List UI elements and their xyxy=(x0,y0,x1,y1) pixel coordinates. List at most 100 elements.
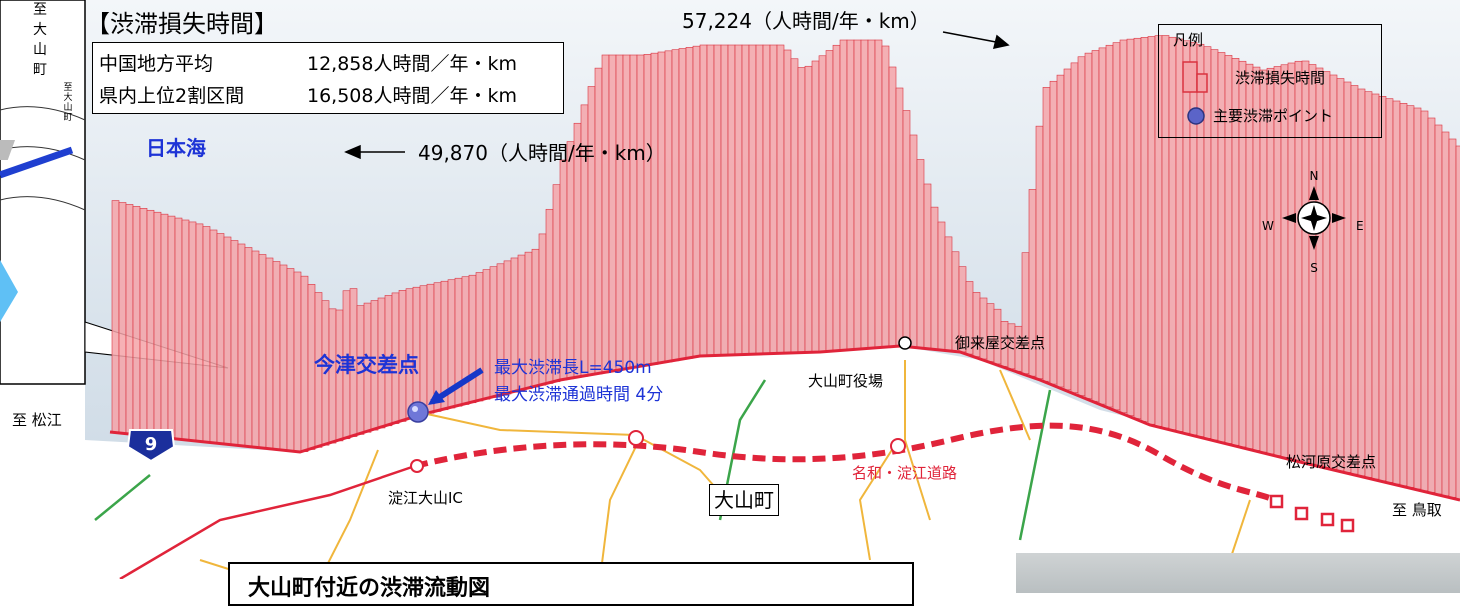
imazu-congestion-point xyxy=(407,401,429,423)
congestion-bar xyxy=(776,44,785,354)
red-secondary-road xyxy=(119,464,416,579)
matsukawara-label: 松河原交差点 xyxy=(1286,453,1376,471)
inset-vertical-label: 至大山町 xyxy=(33,2,47,78)
compass-e: E xyxy=(1356,219,1364,233)
congestion-bar xyxy=(279,264,288,451)
congestion-bar xyxy=(650,52,659,365)
to-matsue-label: 至 松江 xyxy=(12,411,62,429)
congestion-bar xyxy=(1343,81,1352,473)
stats-label: 県内上位2割区間 xyxy=(99,85,245,107)
congestion-bar xyxy=(874,39,883,349)
legend-item-label: 渋滞損失時間 xyxy=(1235,69,1326,87)
inset-hatched-area xyxy=(0,140,16,160)
route-9-badge xyxy=(126,429,176,463)
congestion-loss-bars xyxy=(111,35,1460,500)
congestion-bar xyxy=(1399,103,1408,487)
compass xyxy=(1282,186,1346,250)
congestion-bar xyxy=(783,49,792,354)
inset-map xyxy=(0,0,86,385)
congestion-bar xyxy=(727,44,736,356)
congestion-bar xyxy=(699,44,708,357)
congestion-bar xyxy=(839,39,848,351)
congestion-bar xyxy=(167,215,176,439)
congestion-bar xyxy=(1385,98,1394,483)
stats-row: 県内上位2割区間 16,508人時間／年・km xyxy=(99,81,517,108)
interchange-markers xyxy=(410,430,906,473)
congestion-bar xyxy=(832,44,841,352)
congestion-time: 最大渋滞通過時間 4分 xyxy=(494,385,663,405)
congestion-bar xyxy=(237,243,246,446)
legend-item: 主要渋滞ポイント xyxy=(1213,105,1333,126)
congestion-bar xyxy=(286,268,295,451)
imazu-label: 今津交差点 xyxy=(314,353,419,377)
congestion-bar xyxy=(258,254,267,448)
congestion-bar xyxy=(713,44,722,356)
congestion-bar xyxy=(1091,50,1100,402)
congestion-bar xyxy=(664,50,673,363)
congestion-bar xyxy=(706,44,715,357)
legend-bar-icon xyxy=(1182,61,1208,93)
congestion-bar xyxy=(1119,39,1128,414)
congestion-bar xyxy=(181,219,190,440)
to-tottori-label: 至 鳥取 xyxy=(1392,501,1442,519)
congestion-bar xyxy=(482,269,491,400)
congestion-bar xyxy=(1147,36,1156,425)
congestion-bar xyxy=(916,159,925,348)
congestion-bar xyxy=(1084,52,1093,399)
route-9-number: 9 xyxy=(145,434,158,455)
stats-label: 中国地方平均 xyxy=(99,53,214,75)
congestion-bar xyxy=(811,60,820,353)
legend-item: 渋滞損失時間 xyxy=(1235,67,1325,88)
congestion-bar xyxy=(202,226,211,443)
congestion-bar xyxy=(244,247,253,447)
congestion-bar xyxy=(867,39,876,349)
congestion-bar xyxy=(1406,105,1415,488)
congestion-bar xyxy=(594,67,603,375)
congestion-bar xyxy=(300,275,309,452)
congestion-bar xyxy=(1049,80,1058,385)
inset-blue-arrow xyxy=(0,260,18,322)
congestion-bar xyxy=(986,303,995,362)
route-9-road xyxy=(109,344,1460,502)
congestion-bar xyxy=(895,87,904,347)
svg-text:至大山町: 至大山町 xyxy=(63,82,72,123)
congestion-bar xyxy=(1056,74,1065,388)
congestion-bar xyxy=(643,54,652,366)
congestion-bar xyxy=(1105,44,1114,408)
ic-label: 淀江大山IC xyxy=(388,489,463,507)
congestion-bar xyxy=(944,236,953,351)
congestion-bar xyxy=(272,261,281,450)
congestion-bar xyxy=(615,54,624,371)
congestion-bar xyxy=(1098,47,1107,405)
congestion-bar xyxy=(909,134,918,348)
congestion-bar xyxy=(118,202,127,434)
stats-value: 16,508人時間／年・km xyxy=(307,85,517,107)
congestion-bar xyxy=(902,110,911,347)
land-area xyxy=(85,346,1460,579)
town-label: 大山町 xyxy=(714,488,774,512)
congestion-bar xyxy=(1070,62,1079,393)
congestion-bar xyxy=(734,44,743,356)
congestion-bar xyxy=(293,271,302,452)
congestion-bar xyxy=(629,54,638,369)
flow-diagram-panel: 大山町付近の渋滞流動図 xyxy=(228,562,914,606)
page-title: 【渋滞損失時間】 xyxy=(86,10,278,38)
mikuriya-label: 御来屋交差点 xyxy=(955,334,1045,352)
congestion-bar xyxy=(797,67,806,354)
congestion-bar xyxy=(622,54,631,370)
congestion-bar xyxy=(741,44,750,355)
congestion-bar xyxy=(587,86,596,376)
congestion-bar xyxy=(1378,96,1387,482)
congestion-bar xyxy=(1448,138,1457,498)
congestion-bar xyxy=(1364,91,1373,478)
compass-s: S xyxy=(1310,261,1318,275)
congestion-bar xyxy=(468,274,477,404)
congestion-bar xyxy=(1434,124,1443,495)
congestion-bar xyxy=(1455,145,1460,500)
congestion-bar xyxy=(804,65,813,353)
compass-w: W xyxy=(1262,219,1274,233)
congestion-bar xyxy=(748,44,757,355)
congestion-bar xyxy=(1077,56,1086,396)
congestion-bar xyxy=(720,44,729,356)
stats-box: 中国地方平均 12,858人時間／年・km 県内上位2割区間 16,508人時間／年… xyxy=(92,42,564,114)
